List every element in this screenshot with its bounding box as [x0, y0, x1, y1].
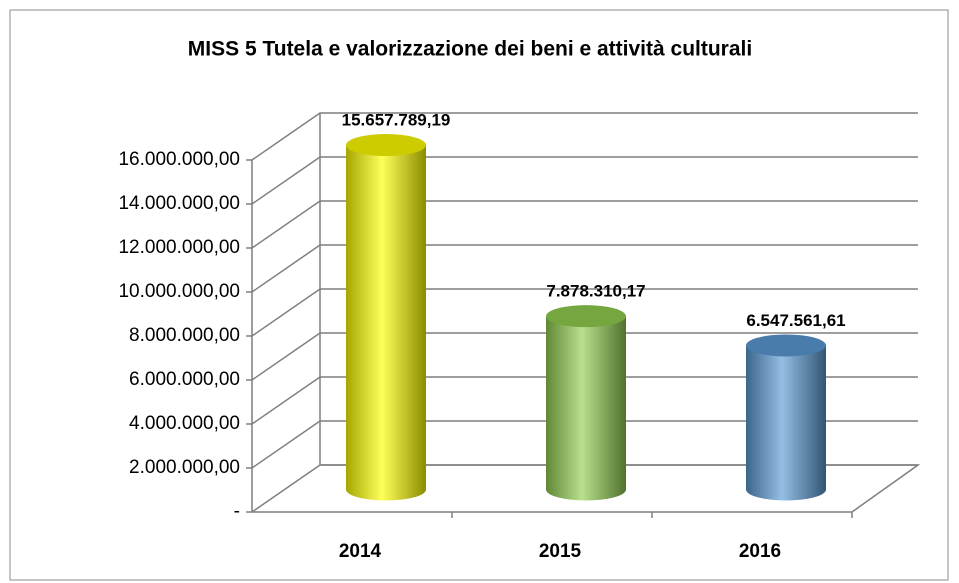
y-tick-label: 4.000.000,00 — [129, 413, 240, 434]
grid-line — [251, 244, 918, 293]
grid-line — [251, 112, 918, 161]
x-tick-label: 2015 — [539, 541, 582, 562]
grid-line — [251, 200, 918, 249]
value-label: 6.547.561,61 — [746, 311, 845, 330]
y-tick-label: 12.000.000,00 — [118, 237, 240, 258]
cylinder-top — [546, 305, 626, 328]
value-label: 15.657.789,19 — [342, 111, 451, 130]
grid-line — [251, 288, 918, 337]
value-label: 7.878.310,17 — [546, 282, 645, 301]
cylinder-top — [746, 334, 826, 357]
grid-line — [251, 376, 918, 425]
y-tick-label: 16.000.000,00 — [118, 149, 240, 170]
cylinder — [546, 316, 626, 501]
cylinder-top — [346, 134, 426, 157]
cylinder — [346, 145, 426, 501]
chart-title: MISS 5 Tutela e valorizzazione dei beni … — [188, 38, 752, 61]
x-tick-label: 2014 — [339, 541, 382, 562]
grid-line — [251, 464, 918, 513]
y-tick-label: 14.000.000,00 — [118, 193, 240, 214]
y-tick-label: 8.000.000,00 — [129, 325, 240, 346]
y-tick-label: 2.000.000,00 — [129, 457, 240, 478]
grid-line — [251, 332, 918, 381]
y-tick-label: 10.000.000,00 — [118, 281, 240, 302]
cylinder — [746, 345, 826, 501]
grid-line — [251, 420, 918, 469]
grid-line — [251, 156, 918, 205]
x-tick-label: 2016 — [739, 541, 781, 562]
y-tick-label: 6.000.000,00 — [129, 369, 240, 390]
y-tick-label: - — [234, 501, 240, 522]
